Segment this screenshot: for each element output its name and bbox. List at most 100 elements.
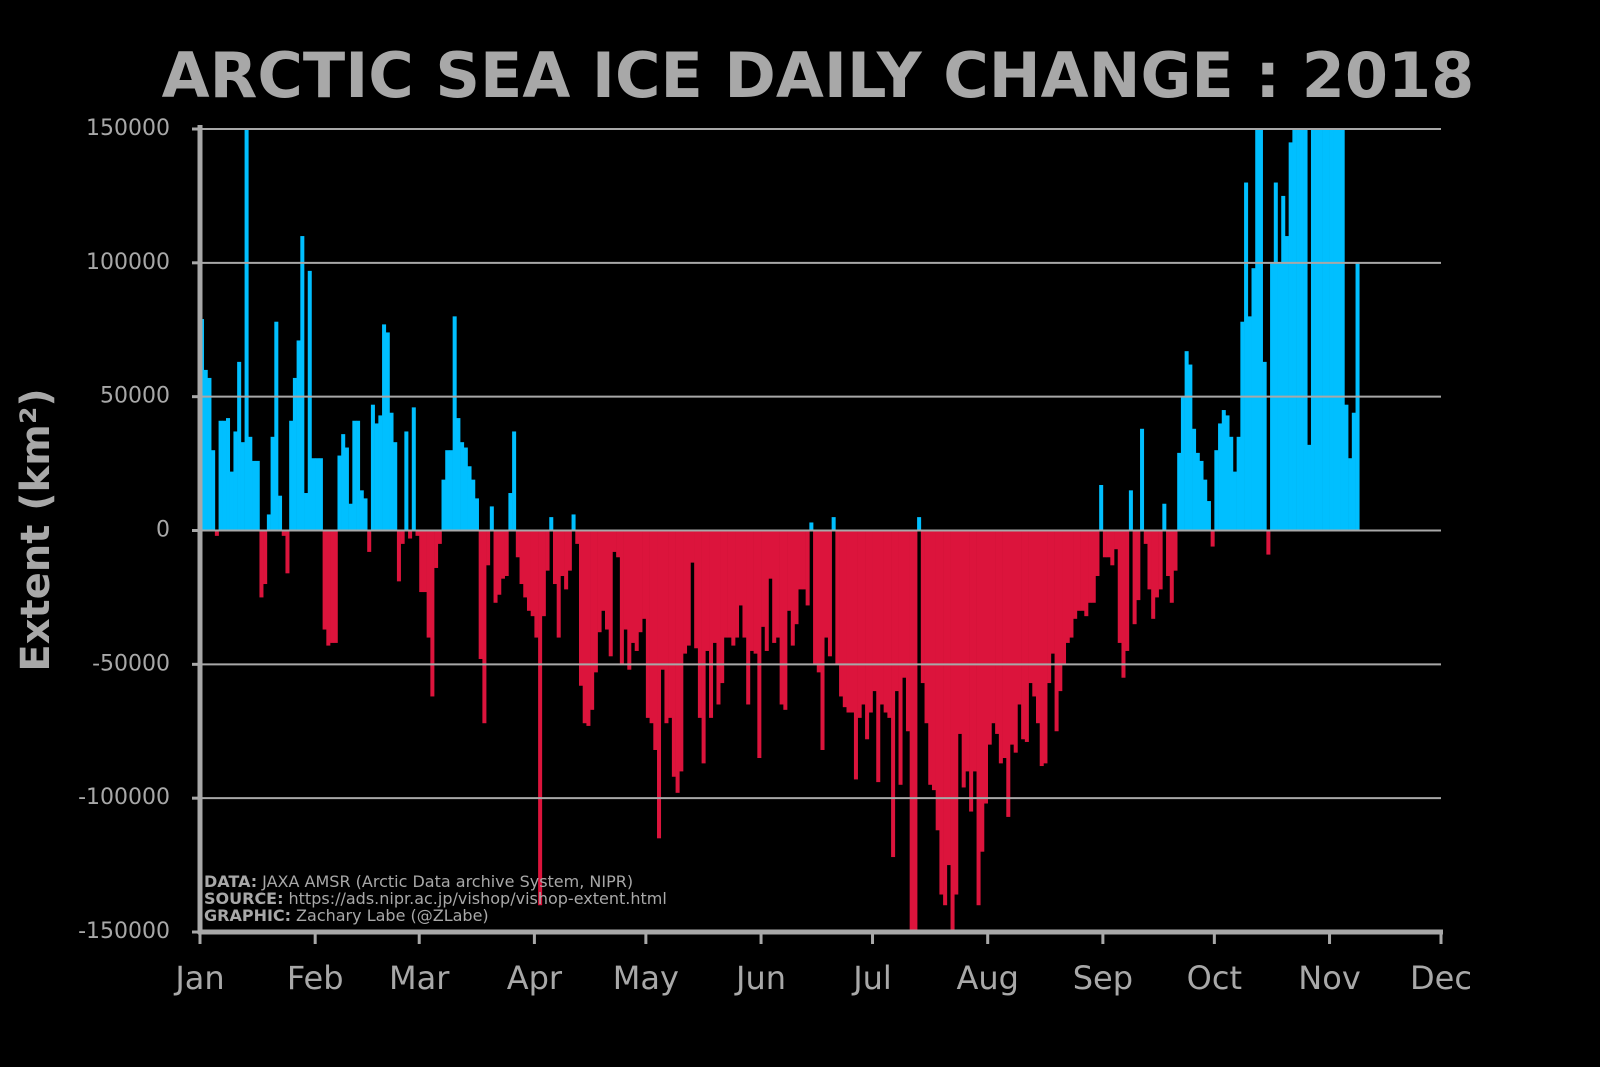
- bar: [1136, 530, 1141, 601]
- bar: [638, 530, 643, 633]
- bar: [1065, 530, 1070, 643]
- bar: [998, 530, 1003, 764]
- bar: [1210, 530, 1215, 547]
- bar: [995, 530, 1000, 734]
- y-tick-label: 100000: [86, 250, 170, 275]
- bar: [712, 530, 717, 643]
- bar: [318, 458, 323, 531]
- bar: [270, 436, 275, 531]
- bar: [920, 530, 925, 684]
- bar: [322, 530, 327, 630]
- bar: [552, 530, 557, 585]
- bar: [255, 460, 260, 531]
- bar: [1244, 182, 1249, 531]
- bar: [578, 530, 584, 686]
- bar: [798, 530, 803, 590]
- bar: [939, 530, 944, 895]
- bar: [1206, 501, 1211, 531]
- credit-label: GRAPHIC:: [204, 906, 291, 925]
- bar: [898, 530, 903, 785]
- bar: [683, 530, 688, 654]
- bar: [1154, 530, 1159, 598]
- bar: [411, 407, 416, 531]
- bar: [374, 423, 379, 531]
- bar: [1188, 364, 1193, 531]
- bar: [943, 530, 948, 906]
- bar: [575, 530, 580, 544]
- bar: [865, 530, 870, 740]
- bar: [816, 530, 821, 673]
- bar: [842, 530, 847, 708]
- bar: [214, 530, 219, 536]
- bar: [813, 530, 818, 665]
- x-tick-label: Jul: [851, 959, 892, 997]
- bar: [1180, 396, 1185, 531]
- bar: [1296, 129, 1301, 531]
- bar: [1169, 530, 1174, 603]
- bar: [597, 530, 602, 633]
- bar: [709, 530, 714, 718]
- bar: [850, 530, 855, 713]
- bar: [1307, 444, 1312, 531]
- credit-text: JAXA AMSR (Arctic Data archive System, N…: [261, 872, 633, 891]
- bar: [1121, 530, 1126, 678]
- bar: [434, 530, 439, 568]
- credit-line: GRAPHIC: Zachary Labe (@ZLabe): [204, 906, 489, 925]
- bar: [690, 530, 695, 563]
- bar: [300, 236, 305, 531]
- bar: [657, 530, 662, 839]
- bar: [935, 530, 940, 831]
- bar: [1199, 460, 1204, 531]
- bar: [593, 530, 598, 673]
- bar: [761, 530, 766, 627]
- x-tick-label: Feb: [287, 959, 344, 997]
- bar: [1062, 530, 1067, 665]
- bar: [954, 530, 959, 895]
- bar: [671, 530, 676, 777]
- bar: [835, 530, 840, 665]
- bar: [311, 458, 316, 531]
- bar: [924, 530, 929, 724]
- bar: [917, 517, 922, 531]
- x-tick-label: Mar: [389, 959, 450, 997]
- bar: [846, 530, 851, 713]
- bar: [1284, 236, 1289, 531]
- bar: [701, 530, 706, 764]
- x-tick-label: Sep: [1073, 959, 1133, 997]
- bar: [1054, 530, 1059, 732]
- bar: [333, 530, 338, 643]
- bar: [1218, 423, 1223, 531]
- bar: [1177, 452, 1182, 531]
- bar: [913, 530, 918, 932]
- bar: [1310, 129, 1315, 531]
- bar: [861, 530, 866, 705]
- bar: [716, 530, 721, 705]
- bar: [493, 530, 498, 603]
- bar: [642, 530, 647, 619]
- bar: [203, 369, 208, 531]
- bar: [961, 530, 966, 788]
- bar: [497, 530, 502, 595]
- bar: [448, 450, 453, 531]
- bar: [790, 530, 795, 646]
- bar: [504, 530, 509, 577]
- bar: [400, 530, 405, 544]
- bar: [679, 530, 684, 772]
- bar: [307, 270, 312, 531]
- bar: [1281, 195, 1286, 531]
- bar: [229, 471, 234, 531]
- bar: [1125, 530, 1130, 651]
- bar: [686, 530, 691, 646]
- bar: [1076, 530, 1081, 611]
- bar: [382, 324, 387, 531]
- bar: [218, 420, 223, 531]
- bar: [590, 530, 595, 710]
- bar: [508, 493, 513, 531]
- bar: [772, 530, 777, 643]
- bar: [519, 530, 524, 585]
- bar: [207, 377, 212, 531]
- bar: [705, 530, 710, 651]
- bar: [928, 530, 933, 785]
- bar: [415, 530, 420, 536]
- bar: [1299, 129, 1304, 531]
